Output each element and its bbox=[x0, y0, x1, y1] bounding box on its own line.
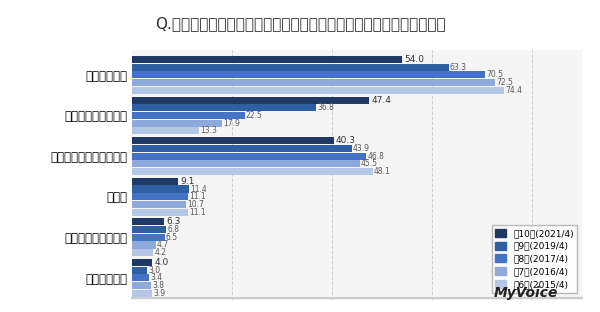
Bar bbox=[132, 208, 187, 216]
Text: 9.1: 9.1 bbox=[180, 177, 194, 186]
Bar bbox=[132, 56, 402, 63]
Bar bbox=[132, 234, 164, 241]
Bar bbox=[132, 178, 178, 185]
Bar bbox=[132, 112, 245, 119]
Text: 48.1: 48.1 bbox=[374, 167, 391, 176]
Text: MyVoice: MyVoice bbox=[494, 285, 558, 300]
Bar bbox=[132, 274, 149, 281]
Text: 3.0: 3.0 bbox=[149, 266, 161, 275]
Text: 4.7: 4.7 bbox=[157, 241, 169, 250]
Bar bbox=[132, 290, 151, 297]
Text: 72.5: 72.5 bbox=[496, 78, 513, 87]
Text: 63.3: 63.3 bbox=[450, 63, 467, 72]
Bar bbox=[132, 282, 151, 289]
Text: 4.2: 4.2 bbox=[155, 248, 167, 257]
Text: 10.7: 10.7 bbox=[187, 200, 204, 209]
Bar bbox=[132, 249, 153, 256]
Bar bbox=[132, 168, 373, 175]
Text: 6.3: 6.3 bbox=[166, 217, 181, 227]
Bar bbox=[132, 104, 316, 111]
Bar bbox=[132, 127, 199, 134]
Bar bbox=[132, 97, 369, 104]
Text: 11.1: 11.1 bbox=[189, 207, 206, 217]
Text: 13.3: 13.3 bbox=[200, 126, 217, 135]
Bar bbox=[132, 137, 334, 144]
Text: 6.5: 6.5 bbox=[166, 233, 178, 242]
Bar bbox=[132, 259, 152, 266]
Text: 6.8: 6.8 bbox=[167, 225, 179, 234]
Bar bbox=[132, 71, 485, 78]
Text: 11.4: 11.4 bbox=[191, 184, 207, 193]
Text: 3.9: 3.9 bbox=[153, 289, 165, 298]
Bar bbox=[132, 160, 359, 167]
Bar bbox=[132, 64, 449, 71]
Text: 3.8: 3.8 bbox=[152, 281, 164, 290]
Bar bbox=[132, 218, 163, 226]
Text: 4.0: 4.0 bbox=[155, 258, 169, 267]
Bar bbox=[132, 185, 189, 193]
Text: 3.4: 3.4 bbox=[151, 273, 163, 282]
Bar bbox=[132, 120, 221, 127]
Bar bbox=[132, 145, 352, 152]
Bar bbox=[132, 226, 166, 233]
Legend: 第10回(2021/4), 第9回(2019/4), 第8回(2017/4), 第7回(2016/4), 第6回(2015/4): 第10回(2021/4), 第9回(2019/4), 第8回(2017/4), … bbox=[491, 225, 577, 293]
Text: 54.0: 54.0 bbox=[404, 55, 425, 64]
Text: 43.9: 43.9 bbox=[353, 144, 370, 153]
Bar bbox=[132, 193, 187, 200]
Bar bbox=[132, 153, 366, 160]
Text: 22.5: 22.5 bbox=[246, 111, 263, 120]
Text: 40.3: 40.3 bbox=[336, 136, 356, 145]
Bar bbox=[132, 241, 155, 248]
Bar bbox=[132, 201, 185, 208]
Bar bbox=[132, 267, 147, 274]
Text: 45.5: 45.5 bbox=[361, 159, 378, 168]
Text: 70.5: 70.5 bbox=[486, 71, 503, 80]
Text: 47.4: 47.4 bbox=[371, 96, 391, 105]
Text: 74.4: 74.4 bbox=[505, 86, 523, 95]
Bar bbox=[132, 87, 504, 94]
Text: 11.1: 11.1 bbox=[189, 192, 206, 201]
Text: Q.どのような経路で、プレゼント・キャンペーンに応募しましたか？: Q.どのような経路で、プレゼント・キャンペーンに応募しましたか？ bbox=[155, 16, 445, 31]
Bar bbox=[132, 79, 494, 86]
Text: 17.9: 17.9 bbox=[223, 119, 240, 128]
Text: 46.8: 46.8 bbox=[367, 152, 385, 161]
Text: 36.8: 36.8 bbox=[317, 103, 334, 112]
